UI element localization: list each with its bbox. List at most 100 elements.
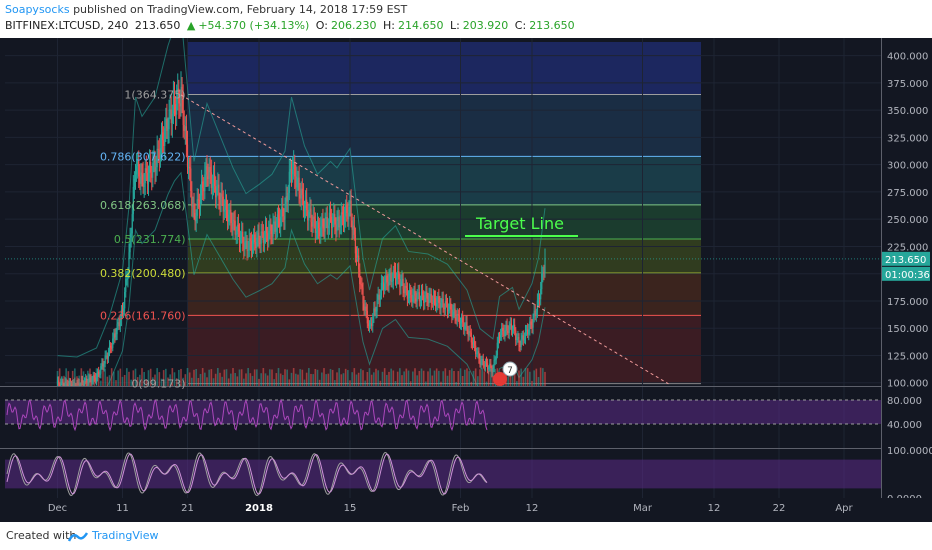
volume-bar xyxy=(89,368,91,386)
candle-body xyxy=(278,218,281,227)
candle-body xyxy=(298,177,300,195)
candle-body xyxy=(184,126,186,131)
volume-bar xyxy=(362,370,364,386)
candle-body xyxy=(399,279,401,288)
candle-body xyxy=(166,118,168,132)
volume-bar xyxy=(373,372,375,386)
volume-bar xyxy=(139,374,141,386)
symbol-label[interactable]: BITFINEX:LTCUSD, 240 xyxy=(5,19,129,32)
candle-body xyxy=(414,290,416,299)
last-price-tag xyxy=(882,251,930,266)
fib-zone xyxy=(187,239,701,274)
candle-body xyxy=(236,224,238,235)
candle-body xyxy=(99,373,101,375)
candle-body xyxy=(449,303,451,310)
chart-canvas[interactable]: 1(364.375) 0.786(307.622) 0.618(263.068) 0.… xyxy=(0,38,932,522)
candle-body xyxy=(155,167,157,172)
tradingview-link[interactable]: TradingView xyxy=(92,529,159,542)
publish-line: Soapysocks published on TradingView.com,… xyxy=(5,3,407,16)
price-axis[interactable]: 400.000 375.000 350.000 325.000 300.000 275.0… xyxy=(5,38,932,505)
candle-body xyxy=(503,330,505,336)
volume-bar xyxy=(351,372,353,386)
candle-body xyxy=(217,184,219,189)
candle-body xyxy=(219,199,221,205)
candle-body xyxy=(262,232,264,243)
candle-body xyxy=(342,214,345,225)
volume-bar xyxy=(487,370,490,386)
candle-body xyxy=(501,327,503,336)
volume-bar xyxy=(152,377,154,386)
volume-bar xyxy=(451,368,453,386)
candle-body xyxy=(314,219,316,233)
volume-bar xyxy=(212,378,215,386)
volume-bar xyxy=(193,369,195,386)
candle-body xyxy=(538,297,541,300)
candle-body xyxy=(221,193,223,197)
candle-body xyxy=(456,314,458,321)
candle-body xyxy=(232,219,234,230)
candle-body xyxy=(83,381,86,386)
candle-body xyxy=(473,340,476,346)
candle-body xyxy=(442,298,444,308)
earnings-flag-icon[interactable]: 7 xyxy=(493,361,518,386)
candle-body xyxy=(186,144,189,168)
candle-body xyxy=(464,325,466,330)
candle-body xyxy=(438,296,440,303)
volume-bar xyxy=(529,371,531,386)
volume-bar xyxy=(379,380,382,386)
candle-body xyxy=(471,342,474,345)
candle-body xyxy=(388,276,390,287)
candle-body xyxy=(544,257,546,273)
candle-body xyxy=(387,281,389,287)
candle-body xyxy=(193,204,195,213)
candle-body xyxy=(205,166,207,175)
candle-body xyxy=(377,294,379,300)
volume-bar xyxy=(297,374,299,386)
volume-bar xyxy=(522,376,525,386)
rsi-pane[interactable] xyxy=(5,398,881,432)
price-tick-label: 275.000 xyxy=(887,188,928,199)
time-axis[interactable]: Dec1121201815Feb12Mar1222Apr16 xyxy=(0,498,932,522)
volume-bar xyxy=(117,370,119,386)
candle-body xyxy=(452,311,454,317)
candle-body xyxy=(258,232,260,244)
candle-body xyxy=(231,223,233,230)
candle-body xyxy=(242,231,244,243)
candle-body xyxy=(309,208,311,212)
candle-body xyxy=(376,299,378,312)
symbol-line: BITFINEX:LTCUSD, 240 213.650 ▲ +54.370 (+… xyxy=(5,19,578,32)
candle-body xyxy=(410,289,412,295)
countdown-tag xyxy=(882,266,930,281)
volume-bar xyxy=(284,369,286,386)
author-link[interactable]: Soapysocks xyxy=(5,3,70,16)
volume-bar xyxy=(461,375,464,386)
candle-body xyxy=(103,363,105,367)
price-tick-label: 175.000 xyxy=(887,297,928,308)
volume-bar xyxy=(126,368,128,386)
volume-bar xyxy=(321,372,323,386)
candle-body xyxy=(208,166,210,179)
candle-body xyxy=(328,212,331,226)
candle-body xyxy=(106,355,108,359)
candle-body xyxy=(523,338,526,341)
candle-body xyxy=(116,323,118,335)
fib-zone xyxy=(187,94,701,157)
volume-bar xyxy=(444,368,447,386)
volume-bar xyxy=(481,368,483,386)
candle-body xyxy=(138,160,140,177)
candle-body xyxy=(308,211,310,221)
volume-bar xyxy=(134,368,137,386)
open-value: 206.230 xyxy=(330,19,377,32)
candle-body xyxy=(505,325,507,331)
candle-body xyxy=(194,212,196,222)
high-label: H: xyxy=(382,19,395,32)
candle-body xyxy=(158,149,160,160)
price-pane[interactable] xyxy=(56,38,546,405)
stoch-pane[interactable] xyxy=(5,451,881,497)
candle-body xyxy=(433,295,436,299)
volume-bar xyxy=(366,372,369,386)
fib-level-label: 1(364.375) xyxy=(124,88,185,101)
candle-body xyxy=(470,332,472,343)
chart-header: Soapysocks published on TradingView.com,… xyxy=(0,0,932,38)
candle-body xyxy=(304,199,307,209)
